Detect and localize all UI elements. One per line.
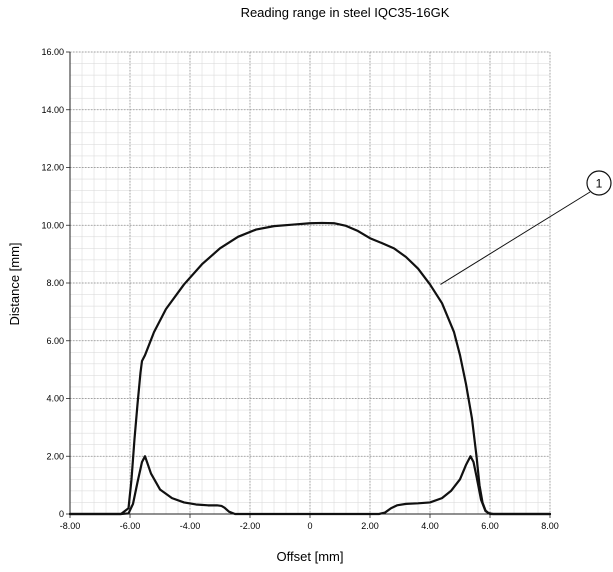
callout: 1	[440, 170, 612, 285]
x-tick-label: -8.00	[60, 521, 81, 531]
y-axis-title: Distance [mm]	[7, 242, 22, 325]
x-tick-label: 4.00	[421, 521, 439, 531]
x-tick-label: 6.00	[481, 521, 499, 531]
callout-leader-line	[440, 191, 591, 285]
series-inner-lobes-line	[68, 455, 552, 516]
y-tick-label: 6.00	[46, 336, 64, 346]
chart-title: Reading range in steel IQC35-16GK	[241, 5, 450, 20]
x-tick-label: -2.00	[240, 521, 261, 531]
x-tick-label: 8.00	[541, 521, 559, 531]
series-outer-range-line	[68, 221, 552, 516]
callout-circle	[586, 170, 612, 196]
y-tick-label: 16.00	[41, 47, 64, 57]
series-layer	[68, 221, 552, 516]
y-tick-label: 2.00	[46, 451, 64, 461]
y-tick-label: 14.00	[41, 105, 64, 115]
y-tick-label: 0	[59, 509, 64, 519]
x-tick-label: 0	[307, 521, 312, 531]
y-axis-ticks: 0 2.00 4.00 6.00 8.00 10.00 12.00 14.00 16.00	[41, 47, 70, 519]
x-axis-title: Offset [mm]	[277, 549, 344, 564]
y-tick-label: 8.00	[46, 278, 64, 288]
y-tick-label: 10.00	[41, 220, 64, 230]
x-axis-ticks: -8.00 -6.00 -4.00 -2.00 0 2.00 4.00 6.00 8.00	[60, 514, 559, 531]
y-tick-label: 12.00	[41, 163, 64, 173]
x-tick-label: -6.00	[120, 521, 141, 531]
x-tick-label: -4.00	[180, 521, 201, 531]
y-tick-label: 4.00	[46, 394, 64, 404]
x-tick-label: 2.00	[361, 521, 379, 531]
callout-label: 1	[596, 177, 603, 191]
